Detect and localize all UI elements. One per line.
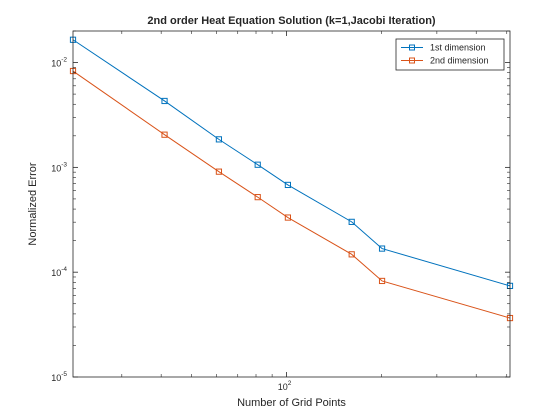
series-marker-1-point-3: [215, 136, 223, 143]
legend-marker-2nd-dimension: [409, 57, 415, 64]
series-line-2: [72, 70, 511, 319]
y-tick-label: 10-5: [51, 371, 67, 383]
series-marker-2-point-6: [348, 251, 355, 258]
series-line-1: [72, 39, 511, 287]
y-tick-label: 10-2: [51, 57, 67, 69]
chart-title: 2nd order Heat Equation Solution (k=1,Ja…: [147, 15, 436, 27]
x-tick-label: 102: [278, 380, 292, 392]
y-axis-ticks: 10-5 10-4 10-3 10-2: [51, 30, 510, 383]
series-marker-1-point-5: [284, 181, 291, 189]
y-tick-label: 10-4: [51, 266, 67, 278]
series-marker-1-point-6: [348, 218, 355, 225]
series-marker-2-point-7: [378, 277, 386, 285]
axes-box: [72, 30, 511, 378]
series-marker-1-point-2: [161, 97, 168, 105]
series-marker-2-point-2: [161, 131, 168, 138]
axes-background: [73, 31, 510, 377]
legend-label-1st-dimension: 1st dimension: [430, 43, 486, 53]
series-marker-2-point-5: [284, 214, 291, 221]
x-axis-label: Number of Grid Points: [237, 397, 346, 409]
legend-marker-1st-dimension: [409, 44, 415, 51]
series-marker-2-point-4: [254, 194, 261, 201]
plot-area: [73, 31, 510, 377]
series-marker-1-point-7: [378, 245, 386, 252]
legend-label-2nd-dimension: 2nd dimension: [430, 56, 489, 66]
x-axis-ticks: 102: [121, 31, 508, 392]
legend: 1st dimension 2nd dimension: [395, 38, 505, 71]
y-tick-label: 10-3: [51, 161, 67, 173]
legend-box: [395, 38, 505, 71]
series-marker-1-point-4: [254, 161, 261, 168]
series-marker-2-point-3: [215, 168, 223, 175]
y-axis-label: Normalized Error: [27, 162, 39, 245]
